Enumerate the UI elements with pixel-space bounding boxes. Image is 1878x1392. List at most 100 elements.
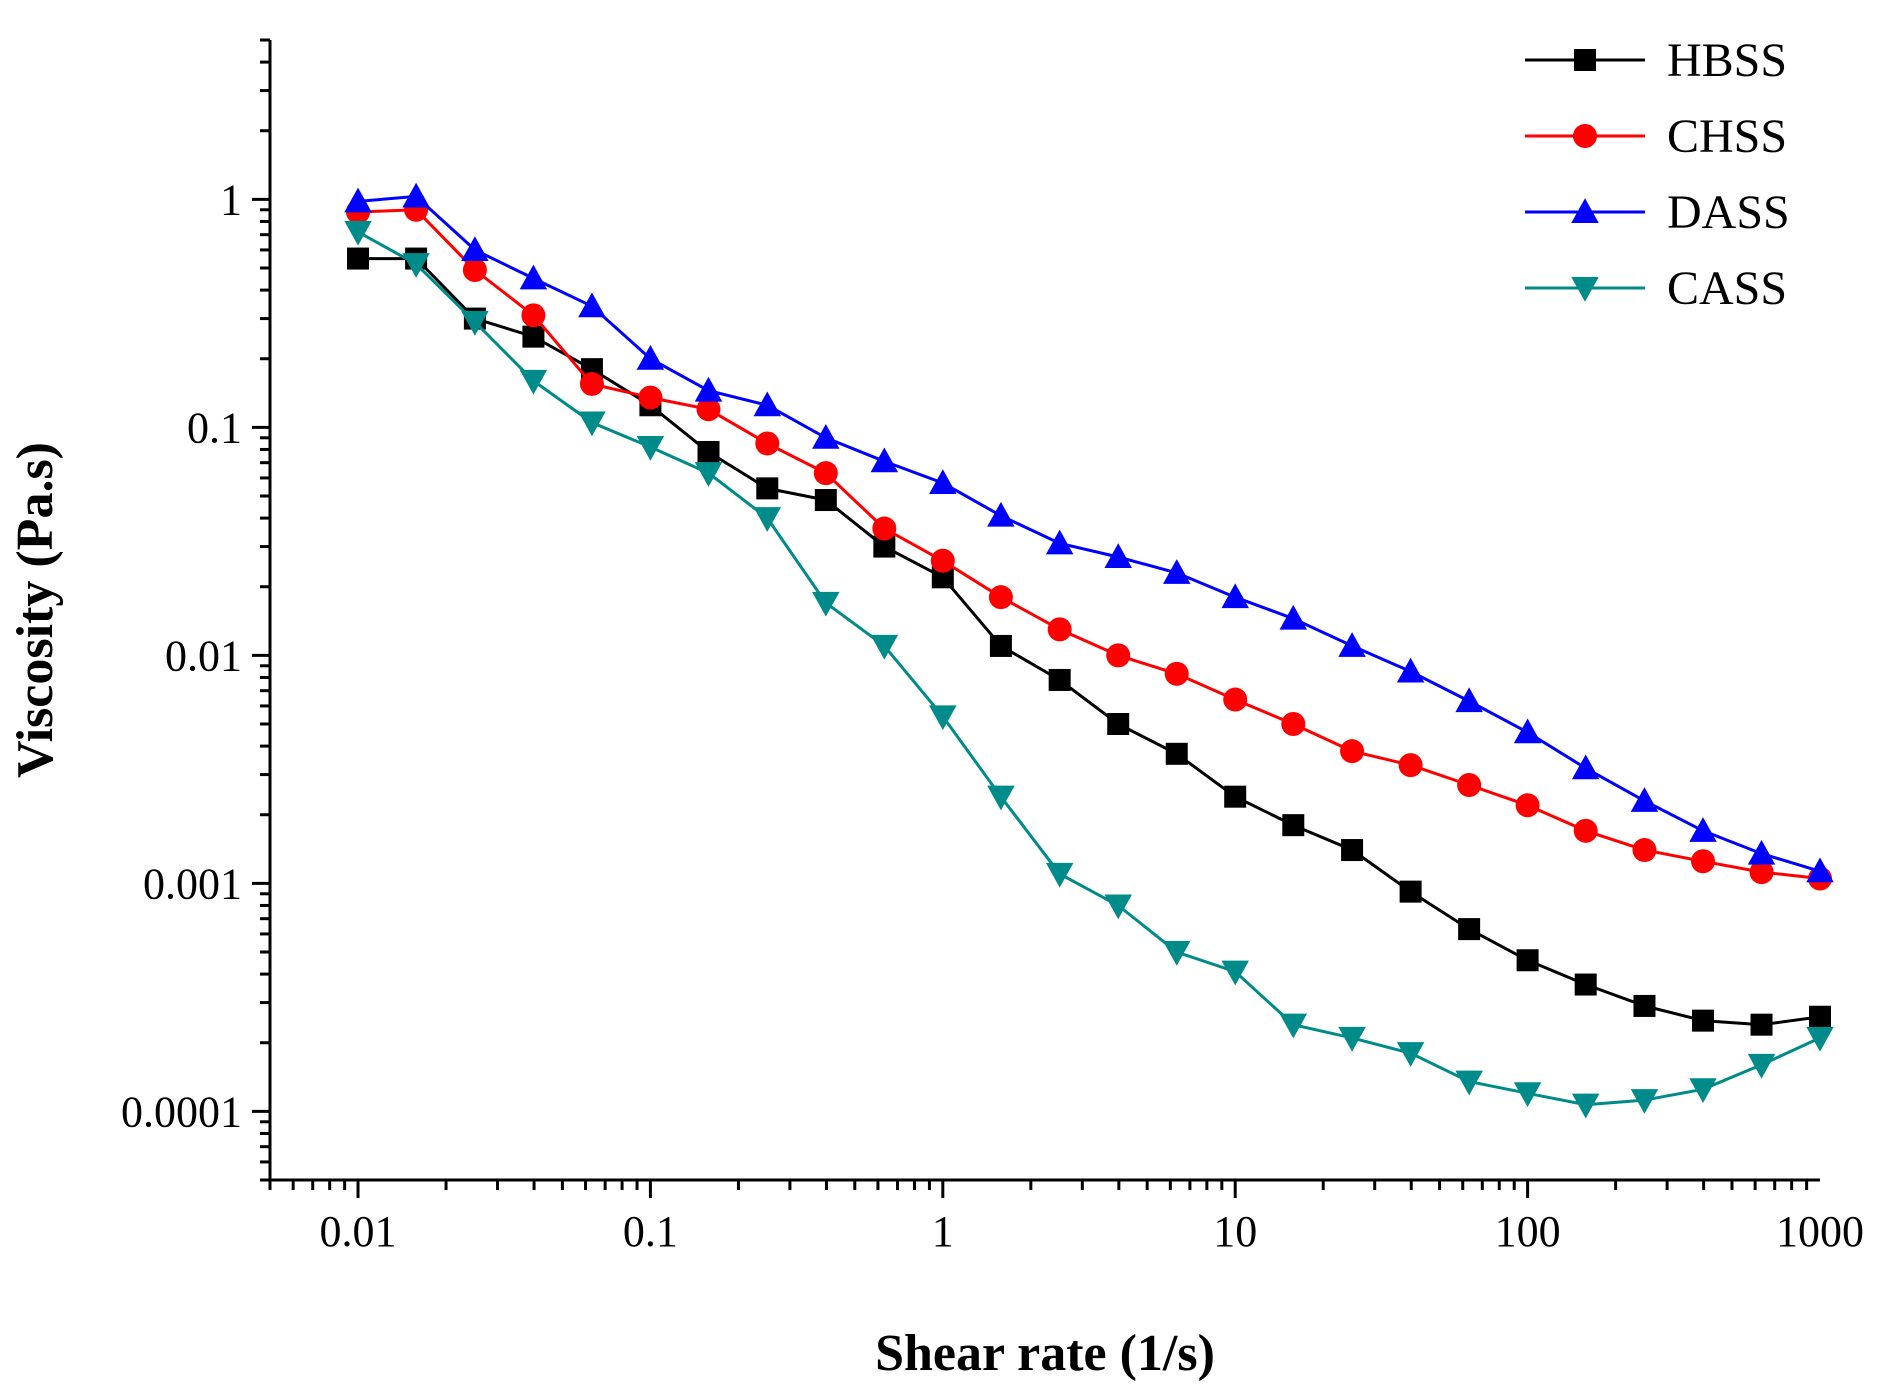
data-point-dass (1689, 817, 1717, 842)
data-point-cass (695, 462, 723, 487)
data-point-dass (1572, 754, 1600, 779)
data-point-cass (929, 705, 957, 730)
data-point-hbss (1224, 786, 1246, 808)
data-point-chss (1399, 753, 1423, 777)
data-point-chss (989, 585, 1013, 609)
data-point-chss (872, 517, 896, 541)
data-point-hbss (1633, 995, 1655, 1017)
data-point-cass (637, 436, 665, 461)
data-point-hbss (1692, 1010, 1714, 1032)
data-point-hbss (1517, 949, 1539, 971)
data-point-chss (580, 372, 604, 396)
data-point-dass (1748, 840, 1776, 865)
data-point-chss (755, 431, 779, 455)
data-point-chss (1281, 712, 1305, 736)
data-point-dass (1455, 687, 1483, 712)
data-point-cass (1572, 1094, 1600, 1119)
data-point-hbss (990, 635, 1012, 657)
data-point-dass (402, 183, 430, 208)
data-point-dass (1221, 583, 1249, 608)
x-tick-label: 0.01 (320, 1207, 397, 1256)
x-tick-label: 1 (932, 1207, 954, 1256)
legend-item-hbss: HBSS (1525, 34, 1787, 87)
data-point-chss (1165, 662, 1189, 686)
legend-item-dass: DASS (1525, 186, 1790, 239)
data-point-cass (344, 221, 372, 246)
data-point-chss (1223, 688, 1247, 712)
data-point-dass (1631, 787, 1659, 812)
data-point-dass (1397, 658, 1425, 683)
data-point-dass (1514, 719, 1542, 744)
data-point-dass (929, 469, 957, 494)
data-point-hbss (1400, 881, 1422, 903)
marker-circle (1573, 124, 1597, 148)
legend-label: DASS (1667, 186, 1790, 239)
data-point-dass (987, 502, 1015, 527)
data-point-chss (1632, 838, 1656, 862)
data-point-cass (1748, 1054, 1776, 1079)
data-point-cass (812, 592, 840, 617)
data-point-chss (1457, 773, 1481, 797)
data-point-chss (463, 258, 487, 282)
data-point-hbss (756, 477, 778, 499)
data-point-hbss (1107, 713, 1129, 735)
x-tick-label: 10 (1213, 1207, 1257, 1256)
y-tick-label: 0.01 (165, 631, 242, 680)
legend-item-chss: CHSS (1525, 110, 1787, 163)
data-point-cass (754, 507, 782, 532)
data-point-chss (814, 461, 838, 485)
data-point-hbss (1049, 669, 1071, 691)
x-tick-label: 100 (1495, 1207, 1561, 1256)
series-line-dass (358, 196, 1820, 871)
data-point-cass (1046, 863, 1074, 888)
data-point-hbss (698, 441, 720, 463)
data-point-hbss (1282, 814, 1304, 836)
x-axis-title: Shear rate (1/s) (875, 1325, 1215, 1382)
y-tick-label: 0.0001 (121, 1087, 242, 1136)
data-point-dass (520, 265, 548, 290)
data-point-dass (812, 424, 840, 449)
data-point-dass (1280, 605, 1308, 630)
legend-label: CASS (1667, 262, 1787, 315)
data-point-hbss (815, 489, 837, 511)
data-point-dass (1046, 530, 1074, 555)
data-point-hbss (1166, 743, 1188, 765)
data-point-cass (1806, 1027, 1834, 1052)
x-tick-label: 0.1 (623, 1207, 678, 1256)
data-point-dass (871, 448, 899, 473)
data-point-cass (1104, 894, 1132, 919)
data-point-dass (578, 292, 606, 317)
data-point-chss (1516, 793, 1540, 817)
data-point-chss (931, 549, 955, 573)
data-point-dass (695, 377, 723, 402)
data-point-hbss (1341, 839, 1363, 861)
legend-label: HBSS (1667, 34, 1787, 87)
y-axis-title: Viscosity (Pa.s) (7, 442, 64, 778)
series-chss (346, 198, 1832, 891)
data-point-hbss (1458, 918, 1480, 940)
data-point-chss (638, 386, 662, 410)
data-point-dass (1338, 632, 1366, 657)
series-line-cass (358, 232, 1820, 1105)
viscosity-chart: 0.01 0.1 1 10 100 10000.00010.0010.010.11 HBS… (0, 0, 1878, 1392)
data-point-chss (1574, 819, 1598, 843)
legend-label: CHSS (1667, 110, 1787, 163)
data-point-cass (520, 370, 548, 395)
legend-item-cass: CASS (1525, 262, 1787, 315)
data-point-chss (521, 303, 545, 327)
data-point-chss (1048, 617, 1072, 641)
y-tick-label: 1 (220, 175, 242, 224)
data-point-chss (1340, 739, 1364, 763)
data-point-hbss (1809, 1006, 1831, 1028)
marker-square (1574, 49, 1596, 71)
data-point-cass (987, 786, 1015, 811)
data-point-chss (1106, 643, 1130, 667)
series-layer (344, 183, 1833, 1119)
data-point-hbss (1575, 974, 1597, 996)
data-point-hbss (522, 326, 544, 348)
legend: HBSS CHSS DASS CASS (1525, 34, 1790, 315)
x-tick-label: 1000 (1776, 1207, 1864, 1256)
data-point-cass (578, 412, 606, 437)
data-point-cass (1163, 941, 1191, 966)
y-tick-label: 0.001 (143, 859, 242, 908)
